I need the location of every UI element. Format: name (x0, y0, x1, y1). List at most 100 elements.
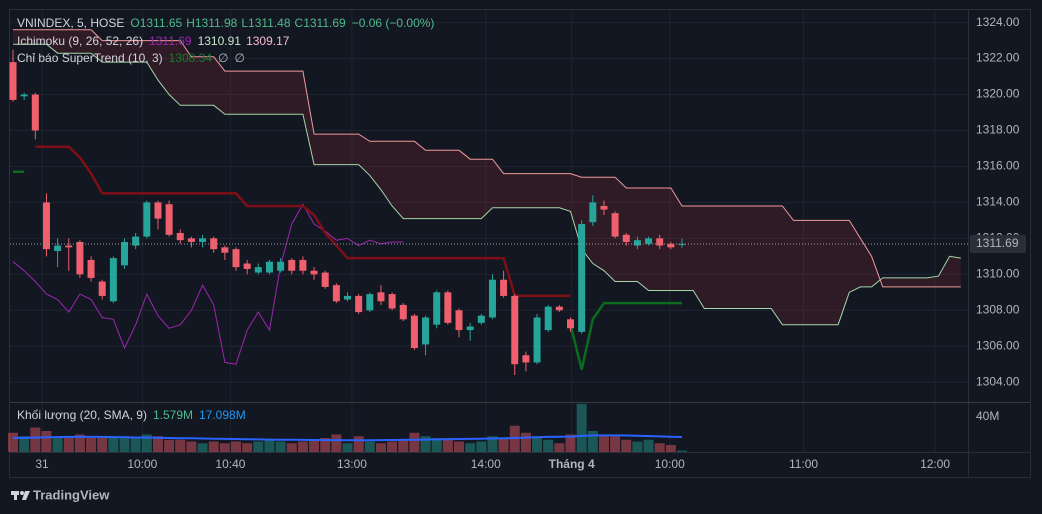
open: O1311.65 (130, 16, 182, 30)
volume-bar (130, 437, 141, 452)
volume-bar (353, 436, 364, 452)
volume-bar (454, 441, 465, 452)
candle-body (299, 259, 307, 271)
volume-bar (30, 427, 41, 452)
candle-body (656, 238, 664, 246)
candle-body (321, 272, 329, 287)
volume-bar (320, 437, 331, 452)
indicator-value: 1311.69 (149, 34, 192, 48)
logo-mark (14, 491, 17, 500)
volume-bar (677, 450, 688, 452)
volume-bar (275, 441, 286, 452)
candle-body (54, 245, 62, 251)
volume-bar (297, 441, 308, 452)
volume-bar (420, 436, 431, 452)
candle-body (121, 241, 129, 266)
volume-legend: Khối lượng (20, SMA, 9) 1.579M 17.098M (17, 408, 246, 422)
brand: TradingView (33, 487, 110, 502)
volume-bar (621, 439, 632, 452)
volume-bar (409, 432, 420, 452)
volume-bar (554, 443, 565, 452)
indicator-value: 1309.17 (246, 34, 290, 48)
candle-body (132, 236, 140, 246)
indicator-value: 1310.91 (198, 34, 242, 48)
candle-body (433, 292, 441, 325)
candle-body (42, 202, 50, 250)
y-tick-label: 40M (976, 409, 999, 423)
candle-body (600, 206, 608, 210)
volume-bar (164, 439, 175, 452)
candle-body (176, 232, 184, 241)
indicator-value: ∅ (234, 51, 244, 65)
candle-body (332, 285, 340, 302)
volume-bar (487, 436, 498, 452)
candle-body (589, 202, 597, 223)
indicator-line (13, 170, 682, 370)
candle-body (210, 238, 218, 250)
candle-body (488, 279, 496, 318)
volume-bar (532, 436, 543, 452)
volume-bar (342, 443, 353, 452)
x-tick-label: 11:00 (789, 457, 818, 471)
volume-bar (375, 443, 386, 452)
y-tick-label: 1322.00 (976, 51, 1020, 65)
candle-body (76, 241, 84, 275)
volume-bar (654, 443, 665, 452)
candle-body (633, 240, 641, 246)
volume-bar (387, 441, 398, 452)
volume-bar (208, 441, 219, 452)
volume-bar (152, 436, 163, 452)
candle-body (555, 306, 563, 311)
x-tick-label: 10:40 (215, 457, 245, 471)
candle-body (511, 295, 519, 365)
candle-body (444, 292, 452, 323)
volume-bar (63, 436, 74, 452)
volume-bar (598, 434, 609, 452)
candle-body (667, 243, 675, 248)
volume-bar (364, 441, 375, 452)
logo-mark (20, 491, 24, 495)
candle-body (187, 238, 195, 242)
indicator-value: 1308.34 (169, 51, 213, 65)
candle-body (265, 261, 273, 273)
candle-body (199, 238, 207, 242)
volume-bar (565, 434, 576, 452)
x-tick-label: 14:00 (471, 457, 501, 471)
indicator-name: Khối lượng (20, SMA, 9) (17, 408, 147, 422)
y-tick-label: 1314.00 (976, 195, 1020, 209)
indicator-line (35, 145, 571, 298)
candle-body (477, 315, 485, 323)
candle-body (154, 202, 162, 219)
volume-bar (431, 437, 442, 452)
ichimoku-legend: Ichimoku (9, 26, 52, 26) 1311.69 1310.91 13… (17, 34, 290, 48)
y-tick-label: 1316.00 (976, 159, 1020, 173)
candle-body (645, 238, 653, 244)
volume-bar (141, 434, 152, 452)
ichimoku-span (13, 43, 961, 326)
y-tick-label: 1306.00 (976, 338, 1020, 352)
candle-body (109, 258, 117, 302)
candle-body (500, 279, 508, 296)
x-tick-label: 31 (35, 457, 49, 471)
last-price-box (970, 234, 1026, 253)
volume-sma (12, 434, 683, 442)
candle-body (533, 317, 541, 363)
y-tick-label: 1324.00 (976, 15, 1020, 29)
x-tick-label: 12:00 (920, 457, 950, 471)
candle-body (288, 259, 296, 271)
volume-bar (610, 436, 621, 452)
volume-bar (253, 441, 264, 452)
candle-body (455, 310, 463, 331)
volume-bar (8, 432, 19, 452)
candle-body (410, 315, 418, 349)
volume-bar (219, 443, 230, 452)
volume-bar (543, 439, 554, 452)
last-price-label: 1311.69 (976, 236, 1019, 250)
high: H1311.98 (186, 16, 237, 30)
volume-bar (498, 437, 509, 452)
indicator-name: Ichimoku (9, 26, 52, 26) (17, 34, 143, 48)
volume-bar (264, 439, 275, 452)
logo-mark (22, 491, 30, 500)
y-tick-label: 1318.00 (976, 123, 1020, 137)
x-tick-label: 13:00 (337, 457, 367, 471)
